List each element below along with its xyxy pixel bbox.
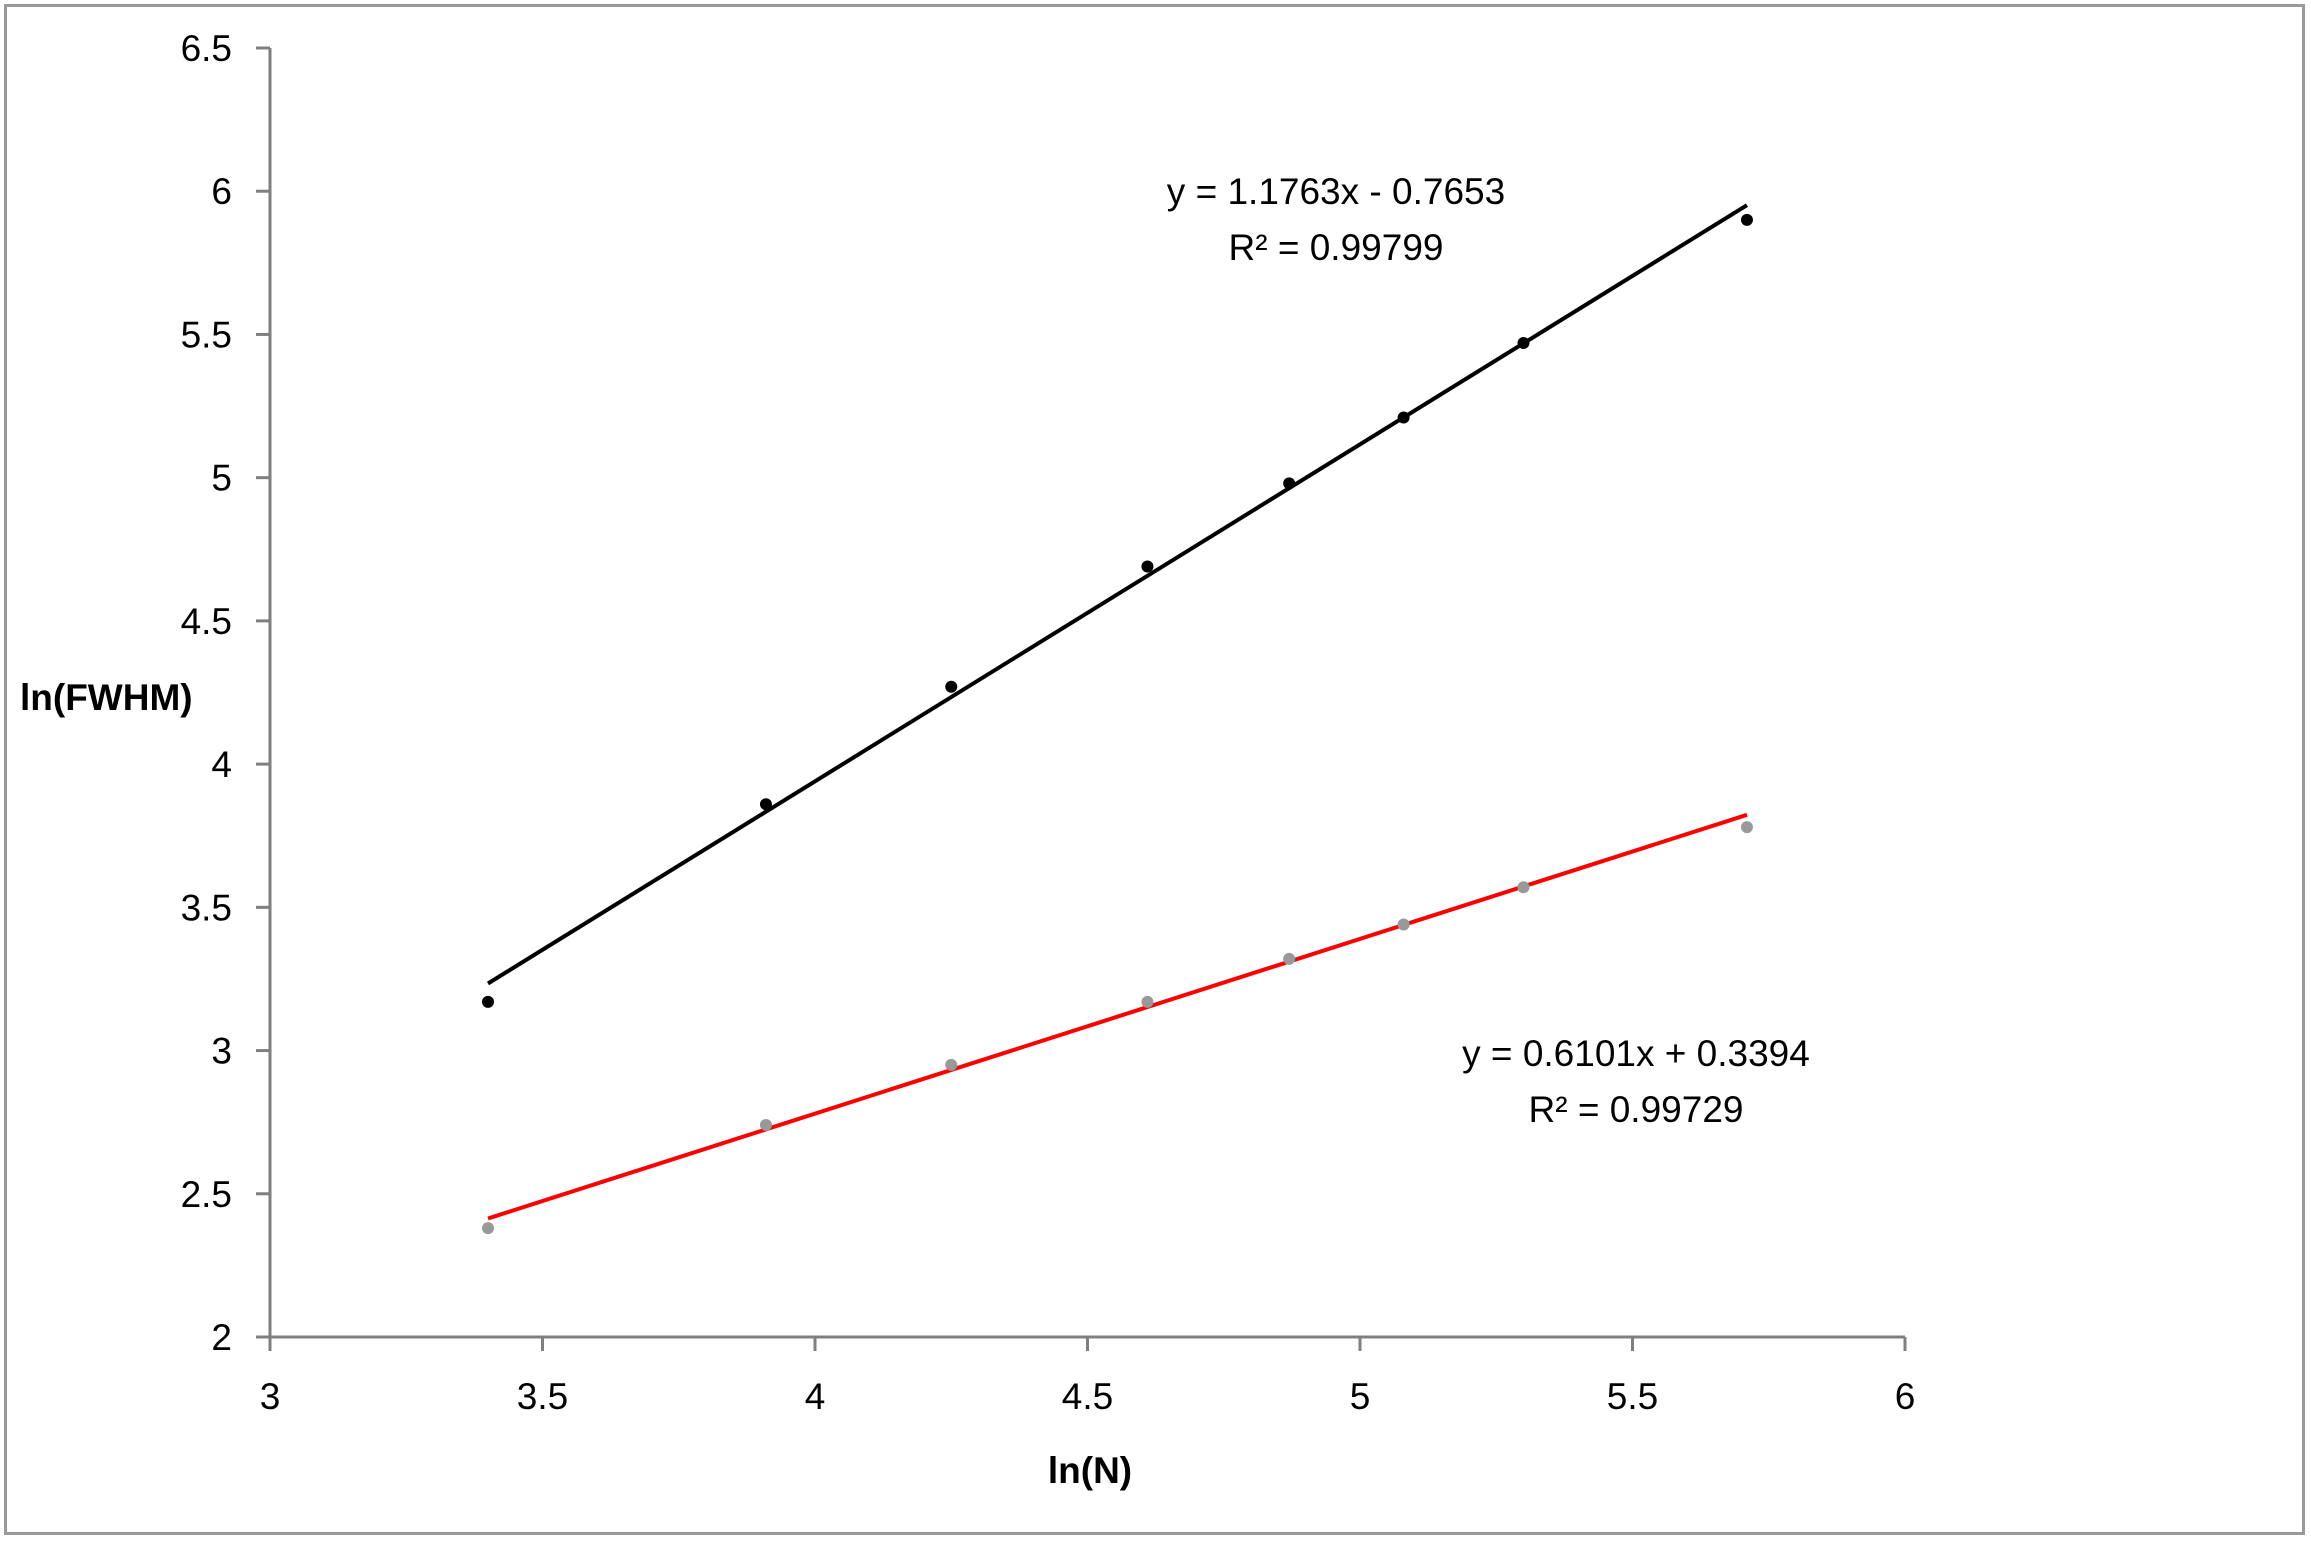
data-points xyxy=(482,213,1753,1235)
y-tick-label: 6 xyxy=(211,171,232,212)
y-tick-label: 3 xyxy=(211,1031,232,1072)
chart-frame xyxy=(4,4,2305,1535)
equation-series-2: y = 0.6101x + 0.3394 xyxy=(1462,1033,1810,1074)
data-point-series-2 xyxy=(1283,952,1296,965)
x-tick-label: 4 xyxy=(805,1376,826,1417)
data-point-series-2 xyxy=(1141,995,1154,1008)
data-point-series-1 xyxy=(1517,337,1530,350)
trendline-series-2 xyxy=(487,812,1748,1221)
y-tick-label: 4.5 xyxy=(181,601,232,642)
data-point-series-2 xyxy=(1517,881,1530,894)
x-tick-label: 3 xyxy=(260,1376,281,1417)
x-tick-label: 4.5 xyxy=(1062,1376,1113,1417)
y-tick-label: 6.5 xyxy=(181,28,232,69)
equation-series-1: y = 1.1763x - 0.7653 xyxy=(1167,171,1505,212)
data-point-series-1 xyxy=(482,995,494,1008)
y-tick-label: 4 xyxy=(211,744,232,785)
data-point-series-1 xyxy=(1283,477,1296,490)
trendline-series-1 xyxy=(486,203,1749,986)
data-point-series-2 xyxy=(1397,918,1410,931)
r2-series-2: R² = 0.99729 xyxy=(1529,1089,1744,1130)
y-axis-title: ln(FWHM) xyxy=(20,677,193,718)
y-tick-label: 2 xyxy=(211,1317,232,1358)
y-tick-label: 2.5 xyxy=(181,1174,232,1215)
x-tick-label: 5.5 xyxy=(1607,1376,1658,1417)
data-point-series-2 xyxy=(482,1222,494,1235)
x-tick-label: 3.5 xyxy=(517,1376,568,1417)
data-point-series-1 xyxy=(1141,560,1154,573)
y-tick-label: 3.5 xyxy=(181,887,232,928)
data-point-series-2 xyxy=(759,1119,772,1132)
x-axis-title: ln(N) xyxy=(1048,1450,1132,1491)
data-point-series-2 xyxy=(1740,821,1753,834)
y-tick-label: 5.5 xyxy=(181,314,232,355)
data-point-series-1 xyxy=(1740,213,1753,226)
x-tick-label: 5 xyxy=(1350,1376,1371,1417)
data-point-series-2 xyxy=(945,1058,958,1071)
data-point-series-1 xyxy=(1397,411,1410,424)
r2-series-1: R² = 0.99799 xyxy=(1229,227,1444,268)
data-point-series-1 xyxy=(945,680,958,693)
axes: 2 2.5 3 3.5 4 4.5 5 5.5 6 6.5 3 3.5 4 4.5 5 5.5 6 xyxy=(181,28,1916,1417)
data-point-series-1 xyxy=(759,798,772,811)
x-tick-label: 6 xyxy=(1895,1376,1916,1417)
y-tick-label: 5 xyxy=(211,458,232,499)
trendlines xyxy=(486,203,1749,1221)
